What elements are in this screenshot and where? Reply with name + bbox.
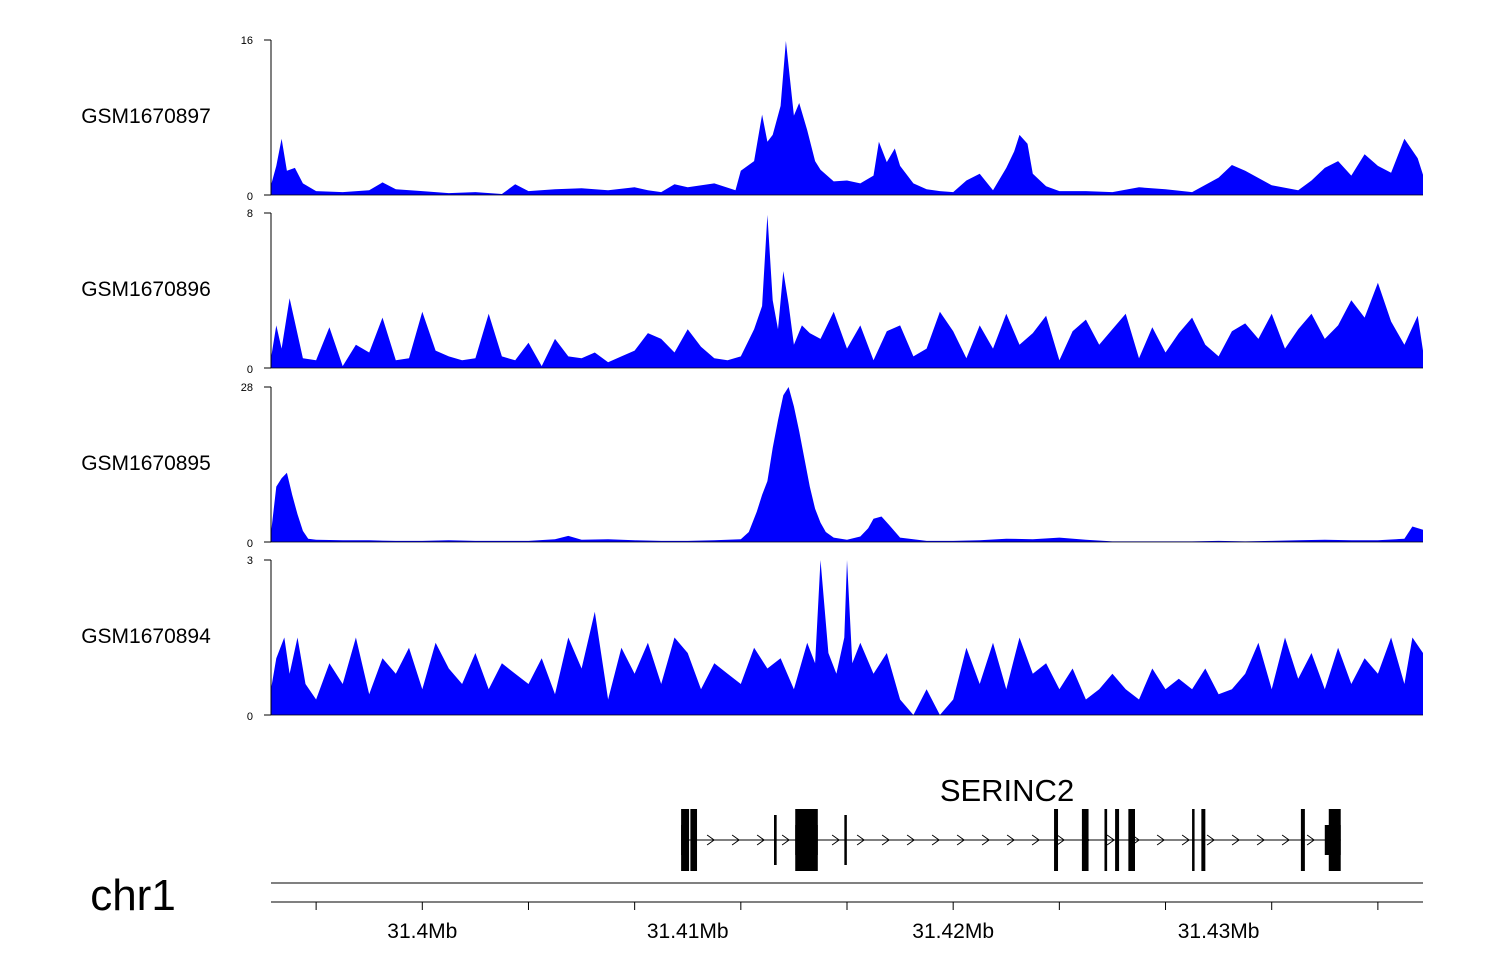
strand-arrow: [906, 834, 915, 846]
x-tick-label: 31.41Mb: [647, 920, 729, 943]
strand-arrow: [981, 834, 990, 846]
x-tick-label: 31.4Mb: [387, 920, 457, 943]
track-GSM1670895: 28 0 GSM1670895: [81, 382, 1423, 550]
y-tick-label-min: 0: [247, 711, 253, 723]
chromosome-label: chr1: [90, 871, 176, 920]
exon: [1081, 809, 1089, 871]
strand-arrow: [1281, 834, 1290, 846]
y-tick-label-min: 0: [247, 191, 253, 203]
track-label-GSM1670897: GSM1670897: [81, 105, 211, 128]
exon: [1054, 809, 1059, 871]
track-GSM1670896: 8 0 GSM1670896: [81, 208, 1423, 376]
exon: [1128, 809, 1135, 871]
strand-arrow: [931, 834, 940, 846]
strand-arrow: [731, 834, 740, 846]
signal-tracks: 16 0 GSM1670897 8 0 GSM1670896 28 0 GSM1670895 3 0…: [81, 35, 1423, 723]
strand-arrow: [1106, 834, 1115, 846]
track-label-GSM1670896: GSM1670896: [81, 278, 211, 301]
exon: [1192, 809, 1195, 871]
strand-arrow: [831, 834, 840, 846]
genomic-axis: chr1 31.4Mb 31.41Mb 31.42Mb 31.43Mb: [90, 871, 1423, 943]
exon-block: [795, 825, 818, 855]
strand-arrow: [1306, 834, 1315, 846]
gene-name-label: SERINC2: [940, 773, 1074, 808]
strand-arrow: [1181, 834, 1190, 846]
y-tick-label-max: 28: [241, 382, 253, 394]
strand-arrow: [781, 834, 790, 846]
track-area-GSM1670897: [271, 41, 1423, 195]
exon: [844, 815, 847, 865]
strand-arrow: [1231, 834, 1240, 846]
strand-arrow: [956, 834, 965, 846]
exon: [1104, 809, 1108, 871]
strand-arrow: [706, 834, 715, 846]
exon: [1201, 809, 1206, 871]
exon-block: [681, 825, 686, 855]
track-area-GSM1670895: [271, 387, 1423, 542]
exon: [690, 809, 698, 871]
y-tick-label-max: 3: [247, 555, 253, 567]
track-label-GSM1670894: GSM1670894: [81, 625, 211, 648]
x-tick-label: 31.43Mb: [1178, 920, 1260, 943]
strand-arrow: [1256, 834, 1265, 846]
strand-arrow: [1006, 834, 1015, 846]
strand-arrow: [1031, 834, 1040, 846]
track-area-GSM1670896: [271, 214, 1423, 368]
y-tick-label-min: 0: [247, 538, 253, 550]
strand-arrow: [1206, 834, 1215, 846]
track-GSM1670894: 3 0 GSM1670894: [81, 555, 1423, 723]
strand-arrow: [1056, 834, 1065, 846]
track-label-GSM1670895: GSM1670895: [81, 452, 211, 475]
x-tick-label: 31.42Mb: [912, 920, 994, 943]
strand-arrow: [756, 834, 765, 846]
strand-arrow: [856, 834, 865, 846]
track-area-GSM1670894: [271, 560, 1423, 715]
y-tick-label-max: 8: [247, 208, 253, 220]
y-tick-label-min: 0: [247, 364, 253, 376]
exon: [1115, 809, 1120, 871]
exon-block: [1324, 825, 1341, 855]
exon: [774, 815, 777, 865]
track-GSM1670897: 16 0 GSM1670897: [81, 35, 1423, 203]
gene-annotation-track: SERINC2: [681, 773, 1341, 871]
strand-arrow: [1156, 834, 1165, 846]
exon: [1300, 809, 1305, 871]
y-tick-label-max: 16: [241, 35, 253, 47]
strand-arrow: [881, 834, 890, 846]
